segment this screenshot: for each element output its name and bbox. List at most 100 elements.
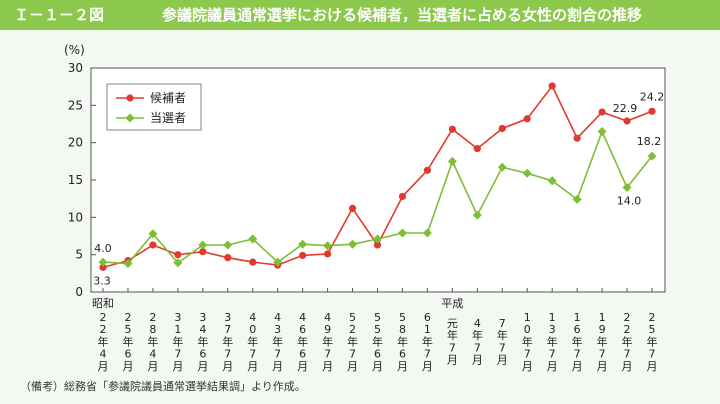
winner-point — [597, 126, 607, 136]
x-category-label: 年 — [172, 334, 183, 348]
x-category-label: 7 — [499, 317, 506, 330]
x-category-label: 1 — [549, 311, 556, 324]
x-category-label: 月 — [597, 360, 608, 373]
x-category-label: 月 — [322, 360, 333, 373]
candidate-point — [498, 124, 506, 133]
candidate-point — [648, 107, 656, 115]
legend-label: 当選者 — [150, 111, 186, 125]
x-category-label: 月 — [547, 360, 558, 373]
x-category-label: 6 — [574, 323, 581, 336]
x-category-label: 年 — [347, 334, 358, 348]
y-tick-label: 20 — [68, 136, 83, 150]
winner-point — [273, 257, 283, 267]
legend-label: 候補者 — [150, 91, 186, 105]
x-category-label: 2 — [149, 311, 156, 324]
x-category-label: 2 — [649, 311, 656, 324]
winner-point — [248, 234, 258, 244]
x-category-label: 年 — [647, 334, 658, 348]
candidate-point — [99, 263, 107, 271]
x-category-label: 4 — [324, 311, 331, 324]
candidate-point — [323, 250, 332, 258]
x-category-label: 年 — [522, 334, 533, 348]
x-category-label: 月 — [297, 360, 308, 373]
x-category-label: 1 — [174, 323, 181, 336]
x-category-label: 年 — [622, 334, 633, 348]
x-category-label: 月 — [122, 360, 133, 373]
x-category-label: 5 — [374, 323, 381, 336]
x-category-label: 7 — [174, 348, 181, 361]
winner-point — [447, 156, 457, 166]
x-category-label: 月 — [497, 354, 508, 367]
x-category-label: 月 — [372, 360, 383, 373]
x-category-label: 年 — [447, 328, 458, 342]
x-category-label: 月 — [272, 360, 283, 373]
winner-point — [98, 257, 108, 267]
winner-point — [547, 176, 557, 186]
candidate-point — [573, 134, 581, 142]
x-category-label: 7 — [499, 341, 506, 354]
era-label-heisei: 平成 — [441, 297, 463, 310]
chart-axes: 0 5 10 15 20 25 30 (%) — [64, 43, 666, 299]
y-tick-label: 5 — [75, 248, 83, 262]
x-category-label: 6 — [124, 348, 131, 361]
x-category-label: 2 — [100, 311, 107, 324]
x-category-label: 6 — [199, 348, 206, 361]
x-category-label: 年 — [597, 334, 608, 348]
candidate-point — [149, 241, 157, 249]
x-category-label: 2 — [124, 311, 131, 324]
data-label: 24.2 — [640, 90, 665, 103]
winner-point — [397, 228, 407, 238]
x-category-label: 6 — [299, 323, 306, 336]
x-category-label: 7 — [349, 348, 356, 361]
x-category-label: 1 — [424, 323, 431, 336]
candidate-point — [174, 251, 182, 259]
candidate-point — [348, 204, 357, 212]
x-category-label: 月 — [197, 360, 208, 373]
candidate-point — [423, 166, 432, 174]
winner-point — [647, 151, 657, 161]
x-category-label: 2 — [624, 323, 631, 336]
x-category-label: 2 — [100, 323, 107, 336]
x-category-label: 6 — [399, 348, 406, 361]
x-category-label: 7 — [599, 348, 606, 361]
x-category-label: 7 — [324, 348, 331, 361]
data-label: 3.3 — [93, 274, 111, 287]
winner-point — [123, 259, 133, 269]
winner-point — [622, 182, 632, 192]
x-category-label: 月 — [472, 354, 483, 367]
winner-point — [422, 228, 432, 238]
x-category-label: 年 — [98, 334, 109, 348]
x-category-label: 6 — [299, 348, 306, 361]
x-category-label: 月 — [422, 360, 433, 373]
data-label: 4.0 — [94, 242, 112, 255]
x-category-label: 7 — [424, 348, 431, 361]
candidate-point — [548, 82, 556, 90]
x-category-label: 2 — [349, 323, 356, 336]
y-axis-label: (%) — [64, 43, 85, 57]
x-category-label: 7 — [274, 348, 281, 361]
x-category-label: 5 — [399, 311, 406, 324]
x-category-label: 月 — [147, 360, 158, 373]
x-category-label: 4 — [474, 317, 481, 330]
x-category-label: 月 — [522, 360, 533, 373]
source-note: （備考）総務省「参議院議員通常選挙結果調」より作成。 — [20, 380, 306, 393]
x-category-label: 4 — [274, 311, 281, 324]
x-category-label: 3 — [274, 323, 281, 336]
x-category-label: 年 — [472, 328, 483, 342]
x-axis-labels: 昭和 平成22年4月25年6月28年4月31年7月34年6月37年7月40年7月4… — [92, 297, 658, 373]
x-category-label: 月 — [222, 360, 233, 373]
x-category-label: 0 — [249, 323, 256, 336]
winner-point — [522, 168, 532, 178]
x-category-label: 7 — [224, 323, 231, 336]
x-category-label: 5 — [124, 323, 131, 336]
winner-point — [148, 229, 158, 239]
candidate-point — [473, 145, 481, 153]
legend-box — [106, 83, 202, 131]
y-tick-label: 0 — [75, 285, 83, 299]
candidate-point — [373, 241, 382, 249]
x-category-label: 月 — [98, 360, 109, 373]
candidate-point — [299, 251, 307, 260]
x-category-label: 5 — [349, 311, 356, 324]
